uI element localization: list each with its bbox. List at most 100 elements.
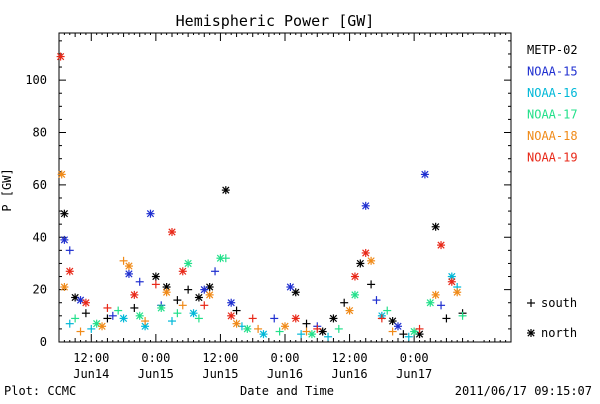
x-tick-label: 0:00 — [271, 351, 300, 365]
marker-stroke — [437, 241, 445, 249]
point-noaa-17 — [350, 290, 359, 299]
marker-stroke — [308, 330, 316, 338]
point-noaa-17 — [243, 324, 252, 333]
marker-stroke — [146, 210, 155, 218]
marker-stroke — [157, 304, 165, 312]
marker-stroke — [329, 314, 338, 323]
marker-stroke — [448, 272, 456, 281]
point-noaa-18 — [431, 290, 440, 299]
x-tick-date-label: Jun17 — [396, 367, 432, 381]
footer-plot-source: Plot: CCMC — [4, 384, 76, 398]
point-noaa-15 — [361, 201, 370, 210]
point-noaa-17 — [114, 306, 123, 315]
marker-stroke — [351, 272, 359, 281]
plot-frame — [58, 32, 512, 343]
marker-stroke — [141, 322, 149, 330]
marker-stroke — [448, 278, 456, 286]
x-tick-date-label: Jun14 — [73, 367, 109, 381]
point-noaa-15 — [146, 209, 155, 218]
marker-stroke — [189, 309, 198, 317]
point-noaa-19 — [437, 241, 446, 250]
marker-stroke — [216, 254, 225, 262]
point-noaa-18 — [453, 288, 462, 297]
point-noaa-19 — [313, 324, 322, 333]
x-tick-date-label: Jun16 — [332, 367, 368, 381]
point-noaa-18 — [232, 319, 241, 328]
point-noaa-15 — [135, 277, 144, 286]
legend-noaa-17: NOAA-17 — [527, 108, 578, 122]
x-tick-label: 12:00 — [332, 351, 368, 365]
point-noaa-16 — [297, 330, 306, 339]
point-noaa-18 — [119, 256, 128, 265]
y-tick-label: 100 — [25, 73, 47, 87]
point-noaa-15 — [124, 269, 133, 278]
point-noaa-16 — [119, 314, 128, 323]
point-noaa-17 — [71, 314, 80, 323]
point-noaa-18 — [388, 327, 397, 336]
marker-stroke — [362, 249, 370, 257]
point-noaa-19 — [361, 248, 370, 257]
point-metp-02 — [81, 309, 90, 318]
legend-noaa-15: NOAA-15 — [527, 65, 578, 79]
point-noaa-16 — [87, 324, 96, 333]
point-noaa-18 — [302, 327, 311, 336]
point-metp-02 — [442, 314, 451, 323]
point-noaa-18 — [281, 322, 289, 331]
point-metp-02 — [151, 272, 160, 281]
marker-stroke — [232, 320, 241, 328]
marker-stroke — [243, 325, 251, 333]
point-metp-02 — [367, 280, 376, 289]
point-noaa-19 — [248, 314, 257, 323]
marker-stroke — [426, 299, 434, 307]
point-noaa-17 — [184, 259, 193, 268]
point-noaa-15 — [211, 267, 220, 276]
point-metp-02 — [340, 298, 349, 307]
marker-stroke — [66, 267, 74, 275]
legend-marker-label-south: south — [541, 296, 577, 310]
plot-frame-group: 0 20 40 60 80 100 12:00 Jun14 0:00 Jun15 12:00 Jun1… — [25, 32, 512, 381]
point-noaa-18 — [76, 327, 85, 336]
marker-stroke — [98, 322, 106, 330]
point-noaa-17 — [426, 298, 435, 307]
point-noaa-15 — [372, 296, 381, 305]
legend-marker-south — [527, 299, 535, 307]
y-tick-label: 0 — [40, 335, 47, 349]
point-noaa-19 — [178, 267, 187, 276]
point-noaa-17 — [194, 314, 203, 323]
x-tick-date-label: Jun15 — [202, 367, 238, 381]
y-tick-label: 60 — [33, 178, 47, 192]
marker-stroke — [60, 236, 69, 244]
point-noaa-18 — [98, 322, 107, 331]
point-metp-02 — [399, 330, 408, 339]
y-tick-label: 40 — [33, 230, 47, 244]
point-noaa-15 — [270, 314, 279, 323]
marker-stroke — [200, 286, 208, 294]
point-noaa-19 — [227, 311, 236, 320]
point-noaa-19 — [151, 280, 160, 289]
legend-metp-02: METP-02 — [527, 43, 578, 57]
point-noaa-17 — [216, 254, 225, 263]
point-noaa-17 — [334, 324, 343, 333]
marker-stroke — [130, 291, 138, 299]
marker-stroke — [432, 223, 440, 231]
marker-stroke — [356, 259, 364, 268]
point-noaa-19 — [415, 324, 424, 333]
point-noaa-18 — [141, 317, 150, 326]
point-noaa-19 — [291, 314, 300, 323]
marker-stroke — [162, 283, 171, 291]
marker-stroke — [168, 228, 176, 236]
point-noaa-17 — [221, 254, 230, 263]
point-noaa-17 — [157, 303, 166, 312]
point-noaa-15 — [60, 235, 69, 244]
marker-stroke — [227, 299, 235, 307]
point-noaa-19 — [81, 298, 90, 307]
point-noaa-17 — [383, 306, 392, 315]
marker-stroke — [179, 267, 187, 275]
point-metp-02 — [194, 293, 203, 302]
point-noaa-15 — [286, 283, 295, 292]
x-tick-label: 12:00 — [73, 351, 109, 365]
point-noaa-19 — [168, 228, 176, 237]
marker-stroke — [71, 293, 79, 302]
marker-stroke — [58, 170, 66, 179]
